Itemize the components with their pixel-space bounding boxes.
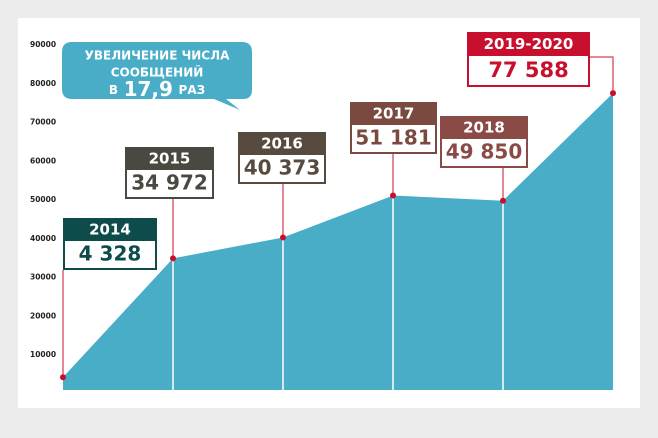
- year-label: 2018: [463, 119, 505, 137]
- year-box: [238, 132, 326, 154]
- year-box: [467, 32, 590, 55]
- year-label: 2017: [373, 105, 415, 123]
- callout-highlight: 17,9: [124, 77, 173, 101]
- point: [60, 374, 66, 381]
- y-tick-label: 50000: [30, 195, 56, 204]
- value-label: 51 181: [355, 126, 432, 150]
- y-tick-label: 20000: [30, 311, 56, 320]
- y-tick-label: 60000: [30, 156, 56, 165]
- callout-suffix: РАЗ: [179, 83, 206, 97]
- year-label: 2014: [89, 221, 131, 239]
- y-tick-label: 40000: [30, 234, 56, 243]
- y-tick-label: 70000: [30, 118, 56, 127]
- year-label: 2016: [261, 135, 303, 153]
- value-box: [440, 137, 528, 168]
- value-label: 77 588: [488, 58, 568, 82]
- value-label: 40 373: [244, 156, 321, 180]
- area: [63, 93, 613, 390]
- y-tick-label: 30000: [30, 273, 56, 282]
- year-box: [125, 147, 214, 169]
- callout-bubble: [62, 42, 252, 110]
- connector: [590, 56, 614, 94]
- point: [610, 90, 616, 97]
- value-box: [350, 123, 437, 154]
- point: [280, 234, 286, 241]
- year-box: [440, 116, 528, 138]
- point: [500, 197, 506, 204]
- year-box: [350, 102, 437, 124]
- year-label: 2015: [149, 150, 191, 168]
- value-box: [63, 239, 157, 270]
- year-label: 2019-2020: [484, 35, 574, 53]
- value-box: [238, 153, 326, 184]
- y-tick-label: 90000: [30, 40, 56, 49]
- value-label: 34 972: [131, 171, 208, 195]
- point: [390, 192, 396, 199]
- callout-prefix: В: [109, 83, 118, 97]
- value-box: [125, 168, 214, 199]
- callout-text: СООБЩЕНИЙ: [111, 65, 204, 80]
- callout-text: В 17,9 РАЗ: [109, 77, 205, 101]
- y-tick-label: 10000: [30, 350, 56, 359]
- callout-text: УВЕЛИЧЕНИЕ ЧИСЛА: [85, 49, 230, 63]
- y-tick-label: 80000: [30, 79, 56, 88]
- point: [170, 255, 176, 262]
- value-box: [467, 54, 590, 87]
- value-label: 49 850: [446, 140, 523, 164]
- year-box: [63, 218, 157, 240]
- value-label: 4 328: [79, 242, 142, 266]
